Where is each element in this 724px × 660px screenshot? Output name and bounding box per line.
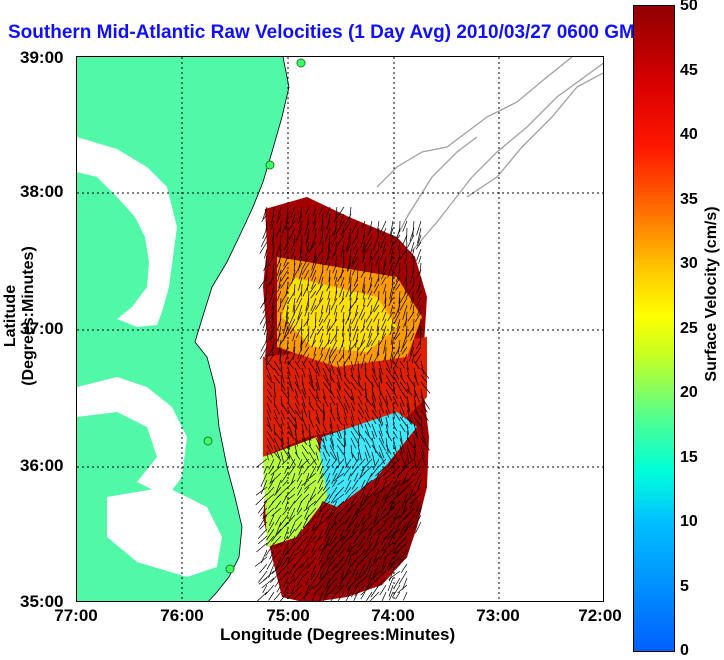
velocity-vector: [259, 564, 267, 573]
velocity-vector: [269, 592, 275, 601]
velocity-vector: [388, 578, 393, 591]
y-tick-label: 39:00: [20, 48, 63, 68]
velocity-vector: [350, 207, 351, 219]
velocity-vector: [274, 592, 281, 600]
colorbar-tick: 10: [680, 513, 698, 531]
y-tick-label: 36:00: [20, 456, 63, 476]
colorbar-tick: 30: [680, 255, 698, 273]
velocity-vector: [261, 235, 267, 247]
velocity-vector: [401, 564, 407, 573]
x-tick-label: 74:00: [371, 606, 414, 626]
y-tick-label: 38:00: [20, 182, 63, 202]
station-marker: [226, 565, 234, 573]
velocity-vector: [256, 543, 267, 552]
velocity-vector: [399, 571, 407, 584]
velocity-vector: [262, 578, 274, 588]
colorbar-tick: 5: [680, 578, 689, 596]
station-marker: [266, 161, 274, 169]
y-tick-label: 35:00: [20, 592, 63, 612]
velocity-vector: [269, 564, 275, 578]
x-tick-label: 72:00: [578, 606, 621, 626]
velocity-vector: [419, 256, 421, 264]
colorbar-tick: 0: [680, 642, 689, 660]
y-axis-label: Latitude (Degrees:Minutes): [2, 216, 38, 416]
colorbar-tick: 45: [680, 62, 698, 80]
map-plot-area[interactable]: [76, 56, 604, 602]
velocity-vector: [392, 585, 400, 598]
colorbar-tick: 40: [680, 126, 698, 144]
colorbar: [633, 5, 675, 652]
station-marker: [297, 59, 305, 67]
velocity-vector: [403, 592, 407, 601]
colorbar-tick: 50: [680, 0, 698, 15]
velocity-vector: [417, 221, 422, 235]
velocity-vector: [263, 585, 267, 593]
colorbar-tick: 15: [680, 449, 698, 467]
colorbar-tick: 20: [680, 384, 698, 402]
velocity-vector: [381, 592, 386, 602]
velocity-vector: [257, 592, 267, 602]
colorbar-label: Surface Velocity (cm/s): [703, 194, 721, 394]
map-svg: [77, 57, 604, 602]
velocity-vector: [267, 557, 274, 570]
velocity-vector: [255, 557, 267, 567]
station-marker: [204, 437, 212, 445]
colorbar-tick: 25: [680, 320, 698, 338]
chart-title: Southern Mid-Atlantic Raw Velocities (1 …: [8, 22, 646, 44]
x-tick-label: 73:00: [476, 606, 519, 626]
velocity-vector: [259, 578, 267, 584]
x-axis-label: Longitude (Degrees:Minutes): [220, 625, 455, 645]
colorbar-tick: 35: [680, 191, 698, 209]
x-tick-label: 75:00: [266, 606, 309, 626]
x-tick-label: 76:00: [160, 606, 203, 626]
